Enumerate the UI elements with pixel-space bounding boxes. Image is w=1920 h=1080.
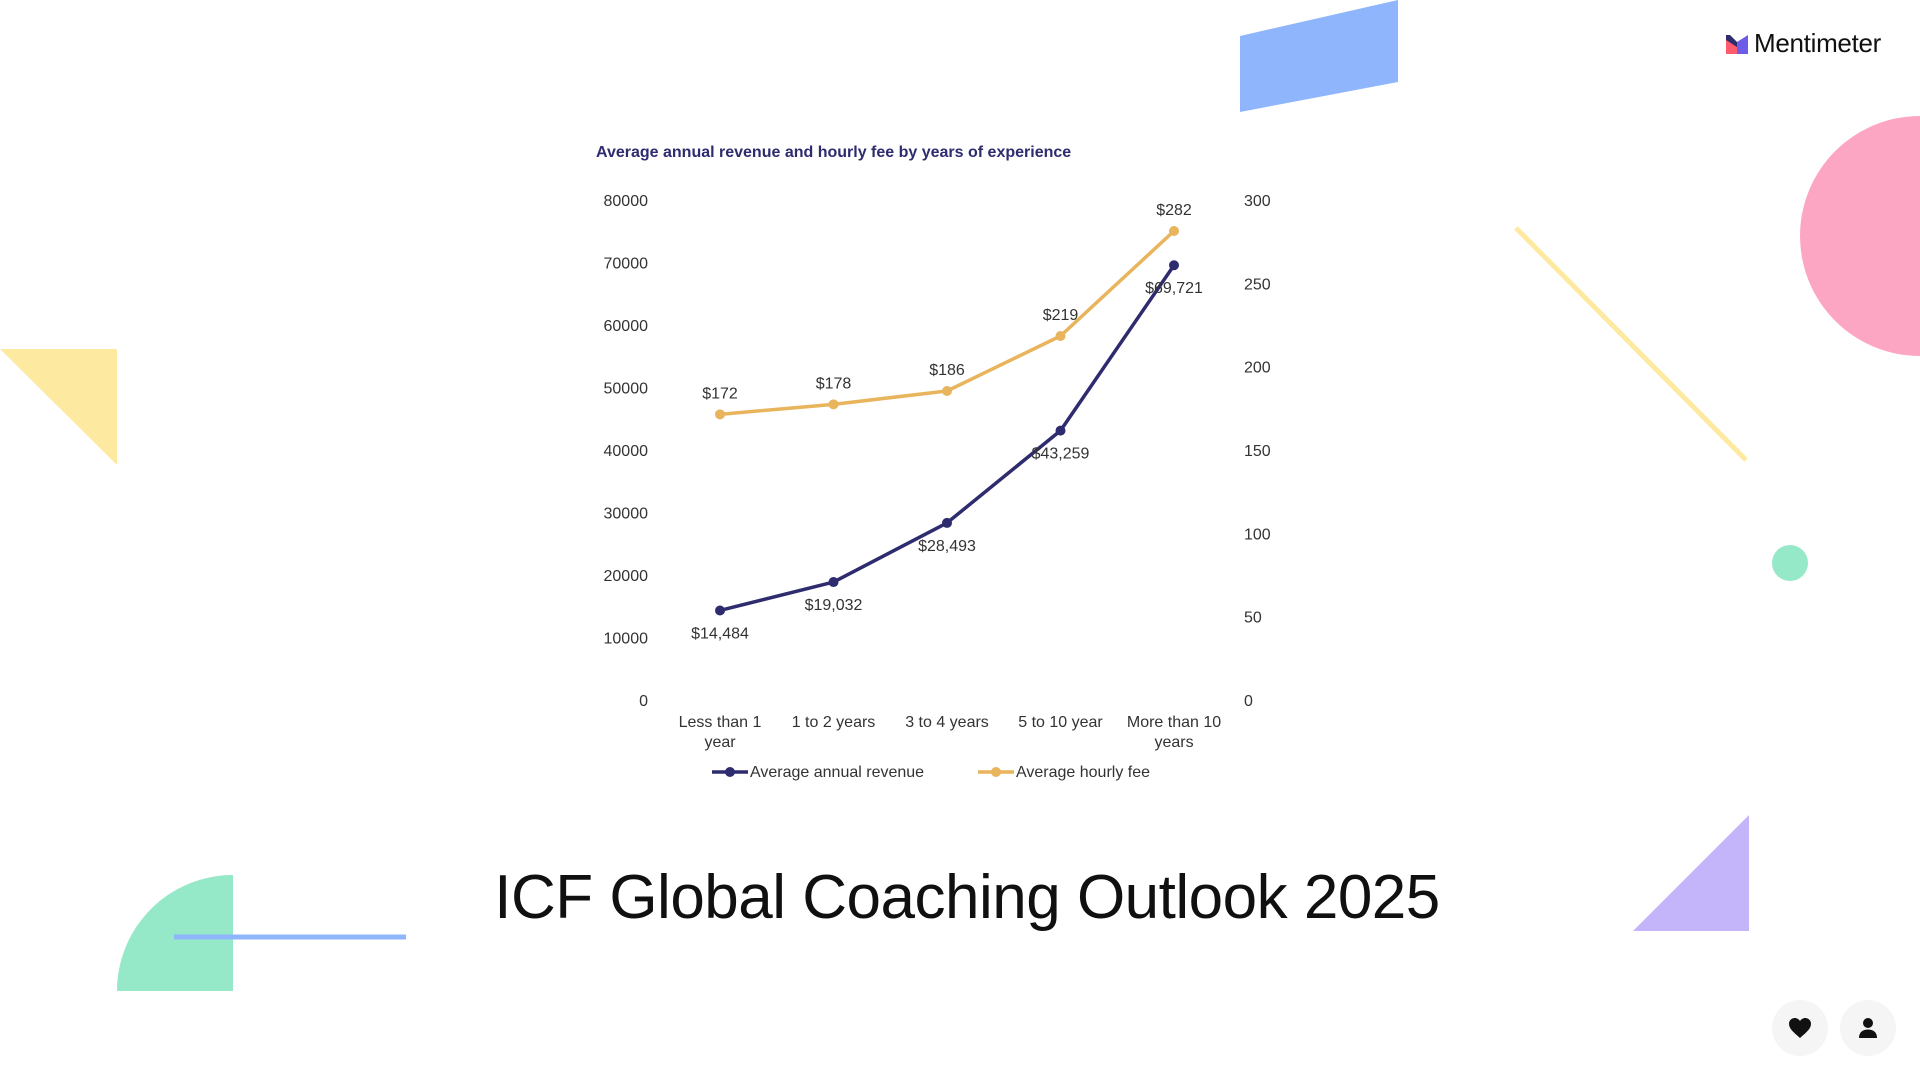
- slide-title: ICF Global Coaching Outlook 2025: [494, 863, 1440, 932]
- legend-label: Average hourly fee: [1016, 764, 1150, 781]
- x-axis-tick-label: 1 to 2 years: [792, 714, 876, 731]
- data-label: $172: [702, 385, 738, 402]
- left-axis-tick-label: 80000: [604, 193, 649, 210]
- brand-name: Mentimeter: [1754, 27, 1882, 58]
- data-label: $186: [929, 362, 965, 379]
- left-axis-tick-label: 60000: [604, 318, 649, 335]
- left-axis-tick-label: 40000: [604, 443, 649, 460]
- x-axis-tick-label: 5 to 10 year: [1018, 714, 1103, 731]
- yellow-diagonal-line: [1514, 226, 1748, 462]
- profile-button[interactable]: [1840, 1000, 1896, 1056]
- legend-label: Average annual revenue: [750, 764, 924, 781]
- data-point: [1169, 260, 1179, 271]
- right-axis-tick-label: 50: [1244, 610, 1262, 627]
- data-point: [715, 409, 725, 420]
- data-label: $282: [1156, 202, 1192, 219]
- data-point: [1055, 425, 1066, 436]
- right-axis-tick-label: 200: [1244, 360, 1271, 377]
- data-point: [942, 517, 952, 528]
- right-axis-tick-label: 150: [1244, 443, 1271, 460]
- left-axis-tick-label: 20000: [604, 568, 649, 585]
- left-axis-tick-label: 50000: [604, 381, 649, 398]
- data-label: $178: [816, 375, 852, 392]
- left-axis-tick-label: 30000: [604, 506, 649, 523]
- data-label: $43,259: [1032, 446, 1090, 463]
- data-label: $28,493: [918, 538, 976, 555]
- legend-swatch-marker: [991, 767, 1001, 777]
- right-axis-tick-label: 250: [1244, 276, 1271, 293]
- data-point: [828, 577, 839, 588]
- series-line: [718, 263, 1176, 613]
- mentimeter-logo-icon: [1726, 35, 1748, 54]
- x-axis-tick-label: Less than 1 year: [679, 714, 762, 751]
- chart-title: Average annual revenue and hourly fee by…: [596, 144, 1071, 161]
- left-axis-tick-label: 70000: [604, 256, 649, 273]
- like-button[interactable]: [1772, 1000, 1828, 1056]
- blue-parallelogram-shape: [1240, 0, 1398, 112]
- person-icon: [1859, 1018, 1877, 1038]
- data-label: $69,721: [1145, 280, 1203, 297]
- data-label: $19,032: [805, 597, 863, 614]
- data-label: $14,484: [691, 625, 749, 642]
- data-point: [715, 605, 725, 616]
- pink-semicircle-shape: [1800, 116, 1920, 356]
- data-point: [1055, 331, 1066, 341]
- line-chart: Average annual revenue and hourly fee by…: [596, 144, 1271, 781]
- heart-icon: [1789, 1018, 1811, 1038]
- x-axis-tick-label: 3 to 4 years: [905, 714, 989, 731]
- data-point: [942, 386, 952, 396]
- left-axis-tick-label: 0: [639, 693, 648, 710]
- x-axis-tick-label: More than 10 years: [1127, 714, 1221, 751]
- yellow-triangle-shape: [0, 349, 117, 465]
- legend-swatch-marker: [725, 767, 735, 777]
- data-label: $219: [1043, 307, 1079, 324]
- right-axis-tick-label: 300: [1244, 193, 1271, 210]
- right-axis-tick-label: 100: [1244, 526, 1271, 543]
- data-point: [828, 399, 839, 410]
- mentimeter-logo: Mentimeter: [1726, 26, 1881, 60]
- left-axis-tick-label: 10000: [604, 631, 649, 648]
- data-point: [1169, 226, 1179, 236]
- right-axis-tick-label: 0: [1244, 693, 1253, 710]
- green-dot-shape: [1772, 545, 1808, 581]
